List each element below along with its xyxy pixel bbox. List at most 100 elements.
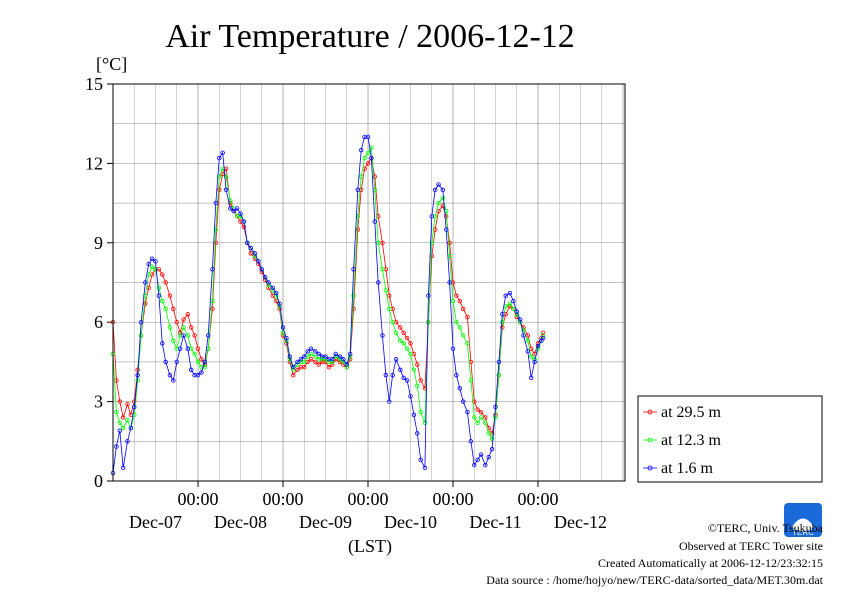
data-point <box>280 325 286 330</box>
data-point <box>316 351 321 357</box>
data-point <box>245 240 250 245</box>
x-tick-date-label: Dec-11 <box>469 512 521 532</box>
data-point <box>362 155 367 161</box>
data-point <box>114 444 119 449</box>
data-point <box>478 409 484 415</box>
data-point <box>146 261 151 267</box>
data-point <box>192 333 197 338</box>
data-point <box>163 359 168 365</box>
data-point <box>316 362 321 367</box>
data-point <box>167 372 173 378</box>
data-point <box>195 359 201 365</box>
data-point <box>475 420 480 425</box>
data-point <box>313 354 318 359</box>
y-tick-label: 15 <box>85 74 103 94</box>
data-point <box>220 150 225 156</box>
data-point <box>313 359 318 365</box>
data-point <box>408 341 413 346</box>
data-point <box>132 404 137 410</box>
data-point <box>422 420 428 425</box>
data-point <box>483 415 488 420</box>
data-point <box>125 417 130 423</box>
data-point <box>234 206 240 211</box>
data-point <box>365 161 371 166</box>
y-tick-label: 6 <box>94 312 103 332</box>
data-point <box>465 341 470 346</box>
data-point <box>252 251 258 256</box>
data-point <box>125 402 130 407</box>
data-point <box>475 407 480 412</box>
data-point <box>241 224 247 230</box>
data-point <box>138 320 144 325</box>
data-point <box>256 259 261 264</box>
data-point <box>496 359 502 365</box>
data-point <box>143 301 148 306</box>
data-point <box>295 367 300 373</box>
data-point <box>149 264 155 269</box>
data-point <box>270 285 275 290</box>
data-point <box>408 394 413 399</box>
data-point <box>468 439 474 444</box>
logo-text: TERC <box>792 528 814 537</box>
x-tick-time-label: 00:00 <box>432 489 473 509</box>
data-point <box>188 325 194 330</box>
data-point <box>114 409 119 415</box>
data-point <box>380 240 385 245</box>
x-tick-time-label: 00:00 <box>177 489 218 509</box>
data-point <box>195 346 201 351</box>
data-point <box>298 357 304 362</box>
data-point <box>185 333 190 338</box>
data-point <box>143 280 148 285</box>
data-point <box>167 325 173 330</box>
data-point <box>163 306 168 312</box>
data-point <box>262 275 268 280</box>
data-point <box>365 134 371 140</box>
data-point <box>483 420 488 425</box>
data-point <box>117 420 122 425</box>
data-point <box>291 367 296 373</box>
legend-swatch-marker <box>647 409 653 415</box>
data-point <box>185 346 190 351</box>
data-point <box>188 367 194 373</box>
data-point <box>398 338 403 343</box>
data-point <box>174 359 179 365</box>
data-point <box>308 346 314 351</box>
terc-logo: TERC <box>784 503 822 537</box>
data-point <box>351 267 356 272</box>
data-point <box>383 372 389 378</box>
data-point <box>454 293 459 298</box>
data-point <box>440 195 445 201</box>
data-point <box>266 280 271 285</box>
data-point <box>429 240 434 245</box>
data-point <box>408 351 413 357</box>
data-point <box>199 357 204 362</box>
data-point <box>149 256 155 261</box>
data-point <box>223 187 229 193</box>
data-point <box>359 147 364 153</box>
data-point <box>210 267 215 272</box>
y-tick-label: 9 <box>94 233 103 253</box>
x-tick-date-label: Dec-10 <box>384 512 437 532</box>
data-point <box>465 409 470 415</box>
data-point <box>486 454 491 460</box>
data-point <box>365 150 371 156</box>
series-line <box>112 157 544 435</box>
data-point <box>465 314 470 320</box>
data-point <box>138 333 144 338</box>
data-point <box>217 155 222 161</box>
data-point <box>436 182 441 187</box>
data-point <box>486 431 491 436</box>
y-tick-label: 3 <box>94 392 103 412</box>
legend-swatch-marker <box>647 437 653 443</box>
data-point <box>461 399 466 404</box>
data-point <box>517 317 523 322</box>
data-point <box>418 457 423 463</box>
data-point <box>231 208 236 214</box>
data-point <box>259 267 264 272</box>
data-point <box>404 378 410 383</box>
data-point <box>404 335 410 341</box>
data-point <box>503 293 508 298</box>
data-point <box>305 349 310 354</box>
data-point <box>241 219 247 224</box>
